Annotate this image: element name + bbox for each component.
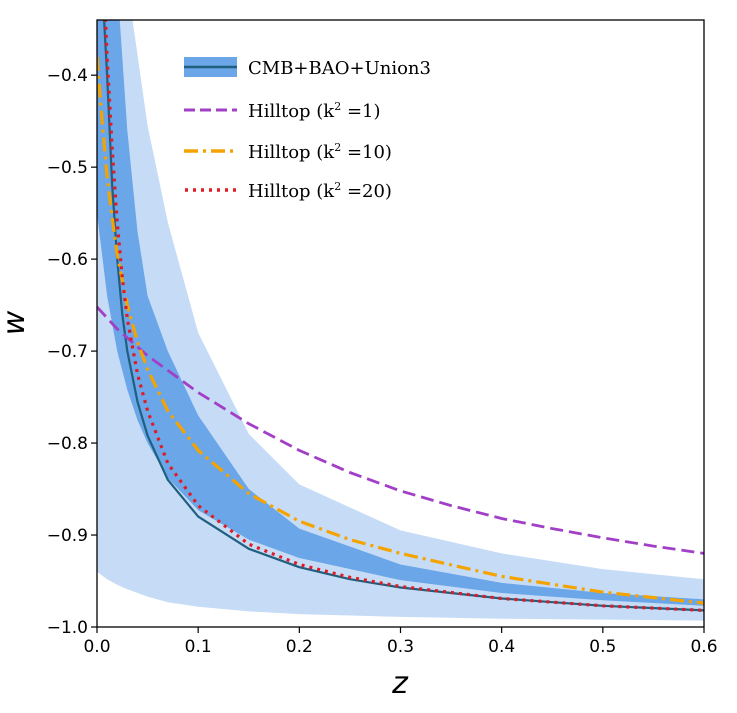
legend-label-k1: Hilltop (k2 =1) (248, 100, 381, 122)
x-tick-label: 0.4 (488, 637, 515, 657)
x-axis-ticks: 0.0 0.1 0.2 0.3 0.4 0.5 0.6 (83, 627, 718, 657)
legend-label-k20: Hilltop (k2 =20) (248, 180, 392, 202)
y-tick-label: −0.8 (47, 434, 88, 454)
confidence-bands (97, 20, 704, 621)
x-tick-label: 0.5 (589, 637, 616, 657)
y-tick-label: −0.4 (47, 66, 88, 86)
x-tick-label: 0.1 (185, 637, 212, 657)
legend-label-k10: Hilltop (k2 =10) (248, 141, 392, 163)
y-tick-label: −1.0 (47, 618, 88, 638)
series-lines (97, 20, 704, 612)
y-tick-label: −0.9 (47, 526, 88, 546)
band-0 (97, 20, 704, 621)
y-tick-label: −0.7 (47, 342, 88, 362)
x-tick-label: 0.6 (690, 637, 717, 657)
series-line-0 (102, 20, 704, 612)
x-axis-label: z (391, 666, 409, 701)
y-tick-label: −0.5 (47, 158, 88, 178)
legend-label-cmb: CMB+BAO+Union3 (248, 58, 431, 79)
series-line-2 (97, 56, 704, 605)
y-axis-label: w (0, 310, 32, 335)
series-line-1 (97, 305, 704, 555)
x-tick-label: 0.0 (83, 637, 110, 657)
y-tick-label: −0.6 (47, 250, 88, 270)
y-axis-ticks: −1.0 −0.9 −0.8 −0.7 −0.6 −0.5 −0.4 (47, 66, 97, 638)
x-tick-label: 0.3 (387, 637, 414, 657)
x-tick-label: 0.2 (286, 637, 313, 657)
legend: CMB+BAO+Union3 Hilltop (k2 =1) Hilltop (… (184, 57, 431, 202)
